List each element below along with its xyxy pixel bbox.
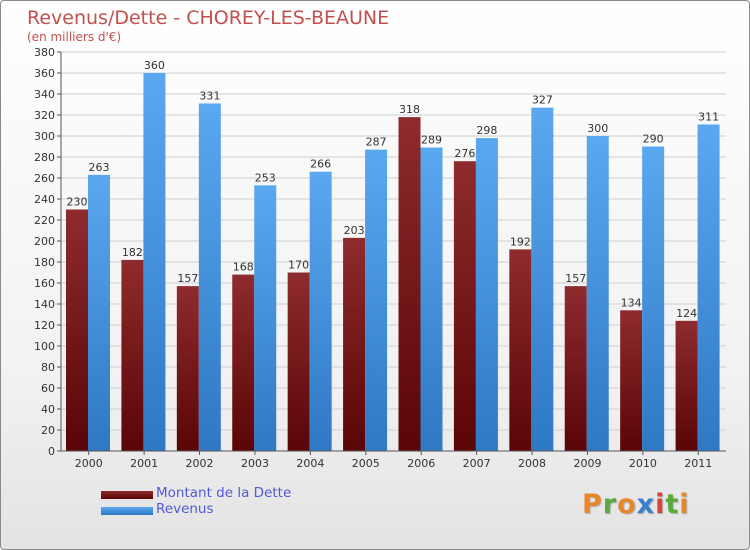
y-tick-label: 340 <box>34 88 55 101</box>
bar-debt <box>675 320 698 451</box>
bar-revenue <box>586 136 609 451</box>
data-label-debt: 124 <box>676 307 697 320</box>
x-tick-label: 2007 <box>463 457 491 470</box>
data-label-revenue: 287 <box>366 136 387 149</box>
logo-letter: t <box>665 489 680 520</box>
bar-debt <box>121 259 144 451</box>
bar-revenue <box>143 73 166 451</box>
bar-debt <box>564 286 587 451</box>
y-tick-label: 20 <box>41 424 55 437</box>
bar-revenue <box>420 147 443 452</box>
bar-debt <box>453 161 476 451</box>
bar-revenue <box>475 138 498 451</box>
bar-debt <box>398 117 421 451</box>
y-tick-label: 120 <box>34 319 55 332</box>
bar-revenue <box>531 107 554 452</box>
bar-debt <box>66 209 88 451</box>
y-tick-label: 360 <box>34 67 55 80</box>
x-tick-label: 2004 <box>296 457 324 470</box>
legend-swatch-debt <box>101 491 153 499</box>
bar-revenue <box>309 171 332 451</box>
bar-debt <box>176 286 199 451</box>
bar-revenue <box>254 185 277 451</box>
data-label-debt: 157 <box>177 272 198 285</box>
x-tick-label: 2008 <box>518 457 546 470</box>
y-tick-label: 280 <box>34 151 55 164</box>
chart-title: Revenus/Dette - CHOREY-LES-BEAUNE <box>27 7 390 29</box>
data-label-revenue: 300 <box>587 122 608 135</box>
x-tick-label: 2011 <box>684 457 712 470</box>
data-label-revenue: 263 <box>89 161 110 174</box>
x-tick-label: 2003 <box>241 457 269 470</box>
data-label-debt: 192 <box>510 235 531 248</box>
data-label-revenue: 290 <box>643 133 664 146</box>
data-label-revenue: 266 <box>310 158 331 171</box>
y-tick-label: 380 <box>34 46 55 59</box>
data-label-revenue: 311 <box>698 110 719 123</box>
y-tick-label: 320 <box>34 109 55 122</box>
x-tick-label: 2006 <box>407 457 435 470</box>
logo-letter: P <box>582 489 603 520</box>
legend-swatch-revenue <box>101 507 153 515</box>
y-tick-label: 220 <box>34 214 55 227</box>
bar-revenue <box>198 103 221 451</box>
data-label-debt: 203 <box>344 224 365 237</box>
data-label-debt: 157 <box>565 272 586 285</box>
y-tick-label: 60 <box>41 382 55 395</box>
y-tick-label: 100 <box>34 340 55 353</box>
y-tick-label: 200 <box>34 235 55 248</box>
legend-label-revenue: Revenus <box>156 501 214 517</box>
bar-revenue <box>365 149 388 451</box>
data-label-revenue: 360 <box>144 59 165 72</box>
proxiti-logo: Proxiti <box>582 489 690 520</box>
bar-debt <box>232 274 255 451</box>
logo-letter: i <box>679 489 690 520</box>
y-tick-label: 260 <box>34 172 55 185</box>
legend-label-debt: Montant de la Dette <box>156 485 292 501</box>
logo-letter: r <box>602 489 618 520</box>
data-label-revenue: 331 <box>199 89 220 102</box>
data-label-debt: 276 <box>454 147 475 160</box>
x-tick-label: 2000 <box>75 457 103 470</box>
data-label-revenue: 327 <box>532 94 553 107</box>
y-tick-label: 300 <box>34 130 55 143</box>
data-label-debt: 168 <box>233 261 254 274</box>
y-tick-label: 240 <box>34 193 55 206</box>
logo-letter: i <box>655 489 666 520</box>
data-label-debt: 170 <box>288 259 309 272</box>
bar-revenue <box>697 124 720 451</box>
bar-debt <box>620 310 643 451</box>
data-label-revenue: 253 <box>255 171 276 184</box>
x-tick-label: 2010 <box>629 457 657 470</box>
bar-revenue <box>88 174 110 451</box>
data-label-debt: 182 <box>122 246 143 259</box>
y-tick-label: 80 <box>41 361 55 374</box>
y-tick-label: 0 <box>48 445 55 458</box>
bar-revenue <box>642 146 665 451</box>
y-tick-label: 40 <box>41 403 55 416</box>
data-label-debt: 318 <box>399 103 420 116</box>
x-tick-label: 2005 <box>352 457 380 470</box>
data-label-debt: 230 <box>67 196 88 209</box>
chart-subtitle: (en milliers d'€) <box>27 30 122 44</box>
bar-debt <box>287 272 310 451</box>
x-tick-label: 2009 <box>573 457 601 470</box>
data-label-revenue: 289 <box>421 134 442 147</box>
x-tick-label: 2001 <box>130 457 158 470</box>
bar-debt <box>509 249 532 451</box>
x-tick-label: 2002 <box>186 457 214 470</box>
data-label-debt: 134 <box>621 296 642 309</box>
y-tick-label: 160 <box>34 277 55 290</box>
y-tick-label: 180 <box>34 256 55 269</box>
y-tick-label: 140 <box>34 298 55 311</box>
bar-debt <box>343 237 366 451</box>
logo-letter: o <box>617 489 637 520</box>
logo-letter: x <box>636 489 656 520</box>
data-label-revenue: 298 <box>476 124 497 137</box>
